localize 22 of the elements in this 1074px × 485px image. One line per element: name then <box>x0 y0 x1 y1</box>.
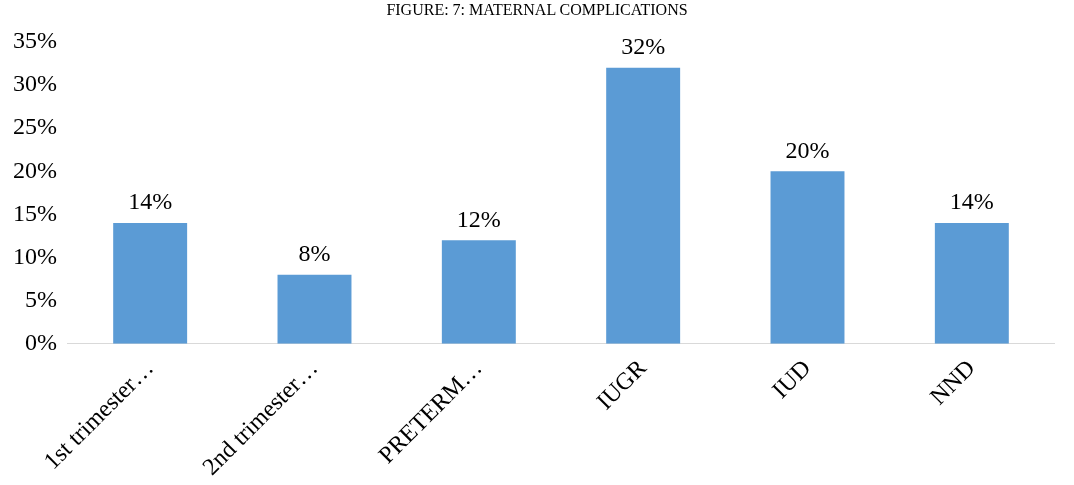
y-tick-label: 5% <box>24 285 57 312</box>
y-tick-label: 0% <box>24 328 57 355</box>
bar <box>770 171 845 344</box>
y-tick-label: 15% <box>12 199 57 226</box>
bar <box>441 240 516 344</box>
y-tick-label: 20% <box>12 156 57 183</box>
bar <box>934 222 1009 344</box>
bar <box>606 67 681 344</box>
y-tick-label: 10% <box>12 242 57 269</box>
bar <box>113 222 188 344</box>
x-tick-label: IUD <box>766 354 816 403</box>
data-label: 8% <box>298 240 331 266</box>
y-tick-label: 25% <box>12 113 57 140</box>
y-tick-label: 30% <box>12 70 57 97</box>
data-label: 32% <box>621 33 666 60</box>
bar <box>277 274 352 344</box>
y-tick-label: 35% <box>12 27 57 54</box>
data-label: 14% <box>128 188 173 215</box>
data-label: 20% <box>785 136 830 163</box>
data-label: 12% <box>456 205 501 232</box>
chart-title: FIGURE: 7: MATERNAL COMPLICATIONS <box>385 0 689 20</box>
data-label: 14% <box>949 188 994 215</box>
